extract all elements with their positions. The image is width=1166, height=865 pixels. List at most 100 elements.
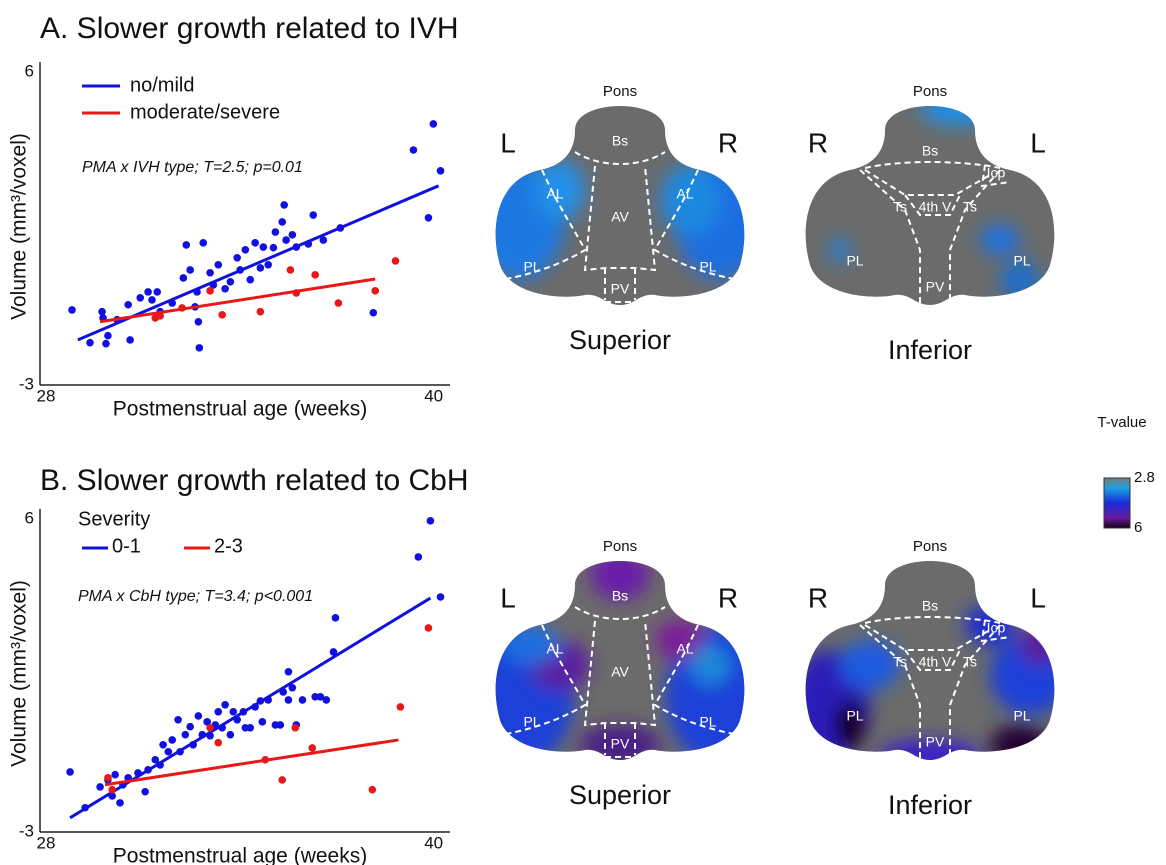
region-label: Bs bbox=[612, 588, 628, 604]
legend-label: 0-1 bbox=[112, 535, 141, 557]
region-label: PL bbox=[699, 714, 716, 730]
annotation: PMA x CbH type; T=3.4; p<0.001 bbox=[78, 588, 313, 605]
region-label: PV bbox=[926, 734, 945, 750]
point bbox=[278, 776, 286, 784]
region-label: PL bbox=[523, 259, 540, 275]
side-label-right: R bbox=[718, 127, 738, 158]
point bbox=[229, 708, 237, 716]
side-label-left: R bbox=[808, 582, 828, 613]
point bbox=[291, 724, 299, 732]
point bbox=[66, 768, 74, 776]
region-label: PL bbox=[699, 259, 716, 275]
point bbox=[214, 261, 222, 269]
region-label: PL bbox=[523, 714, 540, 730]
activation-blob bbox=[990, 725, 1050, 765]
side-label-left: R bbox=[808, 127, 828, 158]
point bbox=[227, 278, 235, 286]
point bbox=[289, 231, 297, 239]
point bbox=[322, 696, 330, 704]
region-label: Ts bbox=[963, 654, 977, 670]
point bbox=[174, 716, 182, 724]
side-label-left: L bbox=[500, 582, 516, 613]
region-label: PV bbox=[611, 281, 630, 297]
region-label: AV bbox=[611, 664, 629, 680]
point bbox=[221, 701, 229, 709]
region-label: PL bbox=[846, 708, 863, 724]
point bbox=[104, 774, 112, 782]
brain-view: PonsRLInferiorBsIcpTs4th VTsPLPLPV bbox=[800, 83, 1060, 365]
region-label: AL bbox=[676, 186, 693, 202]
region-label: Icp bbox=[987, 165, 1006, 181]
point bbox=[437, 167, 445, 175]
point bbox=[206, 287, 214, 295]
region-label: PL bbox=[846, 253, 863, 269]
fit-line bbox=[70, 598, 430, 818]
side-label-right: L bbox=[1030, 582, 1046, 613]
region-label: PL bbox=[1013, 708, 1030, 724]
point bbox=[136, 294, 144, 302]
point bbox=[259, 243, 267, 251]
point bbox=[195, 712, 203, 720]
region-label: Bs bbox=[922, 598, 938, 614]
region-label: AL bbox=[546, 186, 563, 202]
point bbox=[124, 301, 132, 309]
point bbox=[108, 786, 116, 794]
point bbox=[181, 731, 189, 739]
point bbox=[437, 593, 445, 601]
point bbox=[397, 703, 405, 711]
activation-blob bbox=[840, 640, 900, 690]
point bbox=[264, 261, 272, 269]
point bbox=[311, 271, 319, 279]
point bbox=[141, 788, 149, 796]
point bbox=[270, 244, 278, 252]
chart-title: A. Slower growth related to IVH bbox=[40, 12, 459, 45]
x-axis-label: Postmenstrual age (weeks) bbox=[113, 845, 367, 865]
view-caption: Inferior bbox=[888, 790, 972, 820]
brain-top-label: Pons bbox=[913, 538, 947, 555]
point bbox=[159, 741, 167, 749]
point bbox=[308, 744, 316, 752]
colorbar-tick-label: 2.8 bbox=[1134, 469, 1155, 486]
point bbox=[246, 724, 254, 732]
point bbox=[425, 214, 433, 222]
region-label: AL bbox=[546, 641, 563, 657]
region-label: AV bbox=[611, 209, 629, 225]
point bbox=[282, 236, 290, 244]
x-tick-label: 40 bbox=[424, 833, 443, 852]
colorbar-tick-label: 6 bbox=[1134, 519, 1142, 536]
fit-line bbox=[105, 740, 398, 785]
point bbox=[221, 285, 229, 293]
brain-view: PonsLRSuperiorBsALAVALPLPLPV bbox=[465, 538, 775, 810]
point bbox=[214, 739, 222, 747]
point bbox=[287, 266, 295, 274]
legend-label: moderate/severe bbox=[130, 101, 280, 123]
point bbox=[251, 239, 259, 247]
y-tick-label: 6 bbox=[25, 61, 34, 80]
point bbox=[180, 274, 188, 282]
figure: A. Slower growth related to IVH-362840Po… bbox=[0, 0, 1166, 865]
point bbox=[259, 718, 267, 726]
legend-label: 2-3 bbox=[214, 535, 243, 557]
point bbox=[309, 211, 317, 219]
point bbox=[257, 308, 265, 316]
point bbox=[242, 246, 250, 254]
point bbox=[196, 344, 204, 352]
side-label-left: L bbox=[500, 127, 516, 158]
point bbox=[186, 723, 194, 731]
point bbox=[392, 257, 400, 265]
brain-top-label: Pons bbox=[913, 83, 947, 100]
side-label-right: R bbox=[718, 582, 738, 613]
point bbox=[126, 336, 134, 344]
region-label: Bs bbox=[922, 143, 938, 159]
point bbox=[285, 696, 293, 704]
point bbox=[276, 721, 284, 729]
point bbox=[233, 254, 241, 262]
point bbox=[68, 306, 76, 314]
point bbox=[102, 340, 110, 348]
x-axis-label: Postmenstrual age (weeks) bbox=[113, 398, 367, 421]
activation-blob bbox=[980, 225, 1020, 255]
point bbox=[299, 696, 307, 704]
brain-top-label: Pons bbox=[603, 538, 637, 555]
